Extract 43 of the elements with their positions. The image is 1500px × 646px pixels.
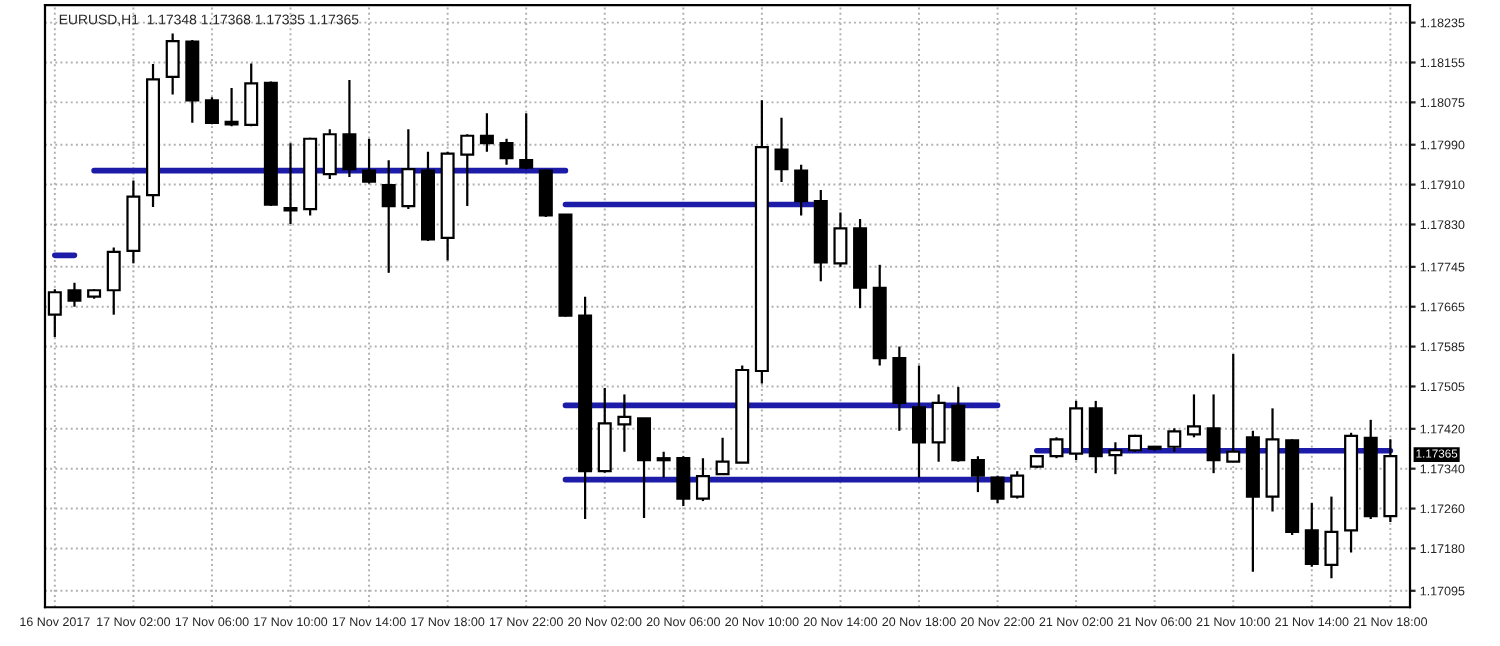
candlestick bbox=[1226, 352, 1241, 463]
candlestick bbox=[244, 62, 259, 128]
candlestick bbox=[1069, 399, 1084, 462]
candlestick bbox=[911, 364, 926, 479]
candlestick bbox=[794, 163, 809, 217]
candlestick bbox=[165, 32, 180, 96]
candlestick bbox=[381, 159, 396, 274]
candlestick bbox=[1108, 441, 1123, 476]
candlestick bbox=[106, 246, 121, 316]
candlestick bbox=[774, 116, 789, 184]
candlestick bbox=[204, 96, 219, 126]
candlestick bbox=[1010, 470, 1025, 500]
candlestick bbox=[1186, 393, 1201, 439]
candlestick bbox=[656, 450, 671, 479]
candlestick bbox=[479, 112, 494, 153]
candlestick bbox=[67, 281, 82, 308]
candlestick bbox=[224, 86, 239, 128]
candlestick bbox=[1167, 427, 1182, 453]
candlestick bbox=[519, 112, 534, 171]
candlestick bbox=[597, 386, 612, 474]
candlestick bbox=[1088, 399, 1103, 475]
candlestick bbox=[695, 457, 710, 503]
candlestick bbox=[617, 393, 632, 453]
candlestick bbox=[676, 455, 691, 508]
candlestick bbox=[970, 455, 985, 494]
candlestick bbox=[322, 128, 337, 181]
candlestick bbox=[362, 137, 377, 185]
candlestick bbox=[1324, 495, 1339, 580]
candlestick bbox=[931, 393, 946, 463]
candlestick bbox=[499, 137, 514, 166]
candlestick bbox=[283, 142, 298, 226]
candlestick bbox=[892, 345, 907, 432]
candlestick bbox=[990, 474, 1005, 505]
candlestick bbox=[1304, 501, 1319, 568]
candlestick bbox=[538, 168, 553, 219]
candlestick bbox=[401, 128, 416, 211]
candlestick bbox=[342, 78, 357, 179]
candlestick bbox=[833, 211, 848, 268]
candlestick bbox=[1049, 436, 1064, 460]
candlestick bbox=[1206, 393, 1221, 475]
candlestick bbox=[715, 436, 730, 476]
candlestick bbox=[460, 133, 475, 208]
candlestick bbox=[637, 417, 652, 520]
